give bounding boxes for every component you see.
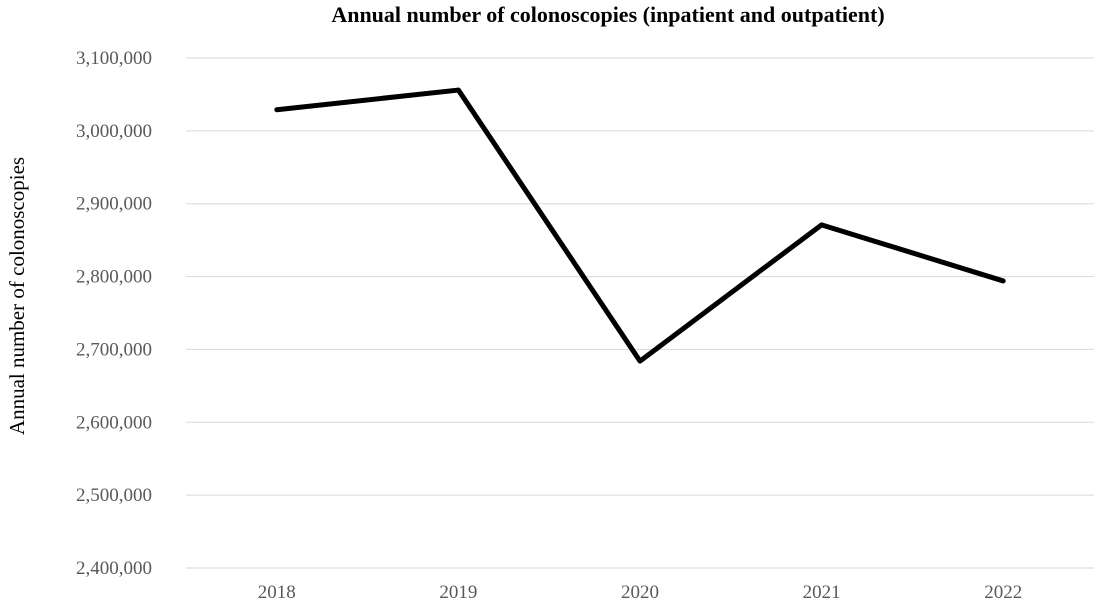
y-tick-label: 2,700,000 [76, 339, 152, 360]
data-point-2022 [1002, 280, 1004, 282]
y-tick-label: 2,500,000 [76, 485, 152, 506]
y-tick-label: 2,800,000 [76, 267, 152, 288]
y-axis-ticks: 2,400,000 2,500,000 2,600,000 2,700,000 2,80… [76, 48, 152, 579]
y-tick-label: 2,600,000 [76, 412, 152, 433]
y-tick-label: 2,400,000 [76, 558, 152, 579]
x-tick-label: 2022 [984, 582, 1022, 603]
x-axis-ticks: 2018 2019 2020 2021 2022 [258, 582, 1022, 603]
data-point-2021 [821, 224, 823, 226]
data-point-2018 [276, 109, 278, 111]
x-tick-label: 2019 [439, 582, 477, 603]
data-point-2019 [457, 89, 459, 91]
x-tick-label: 2020 [621, 582, 659, 603]
data-point-2020 [639, 360, 641, 362]
x-tick-label: 2021 [803, 582, 841, 603]
x-tick-label: 2018 [258, 582, 296, 603]
grid-lines [186, 57, 1094, 569]
y-tick-label: 2,900,000 [76, 194, 152, 215]
series-layer [274, 87, 1006, 364]
y-axis-label: Annual number of colonoscopies [5, 157, 29, 435]
y-tick-label: 3,100,000 [76, 48, 152, 69]
y-tick-label: 3,000,000 [76, 121, 152, 142]
chart-title: Annual number of colonoscopies (inpatien… [331, 2, 884, 27]
